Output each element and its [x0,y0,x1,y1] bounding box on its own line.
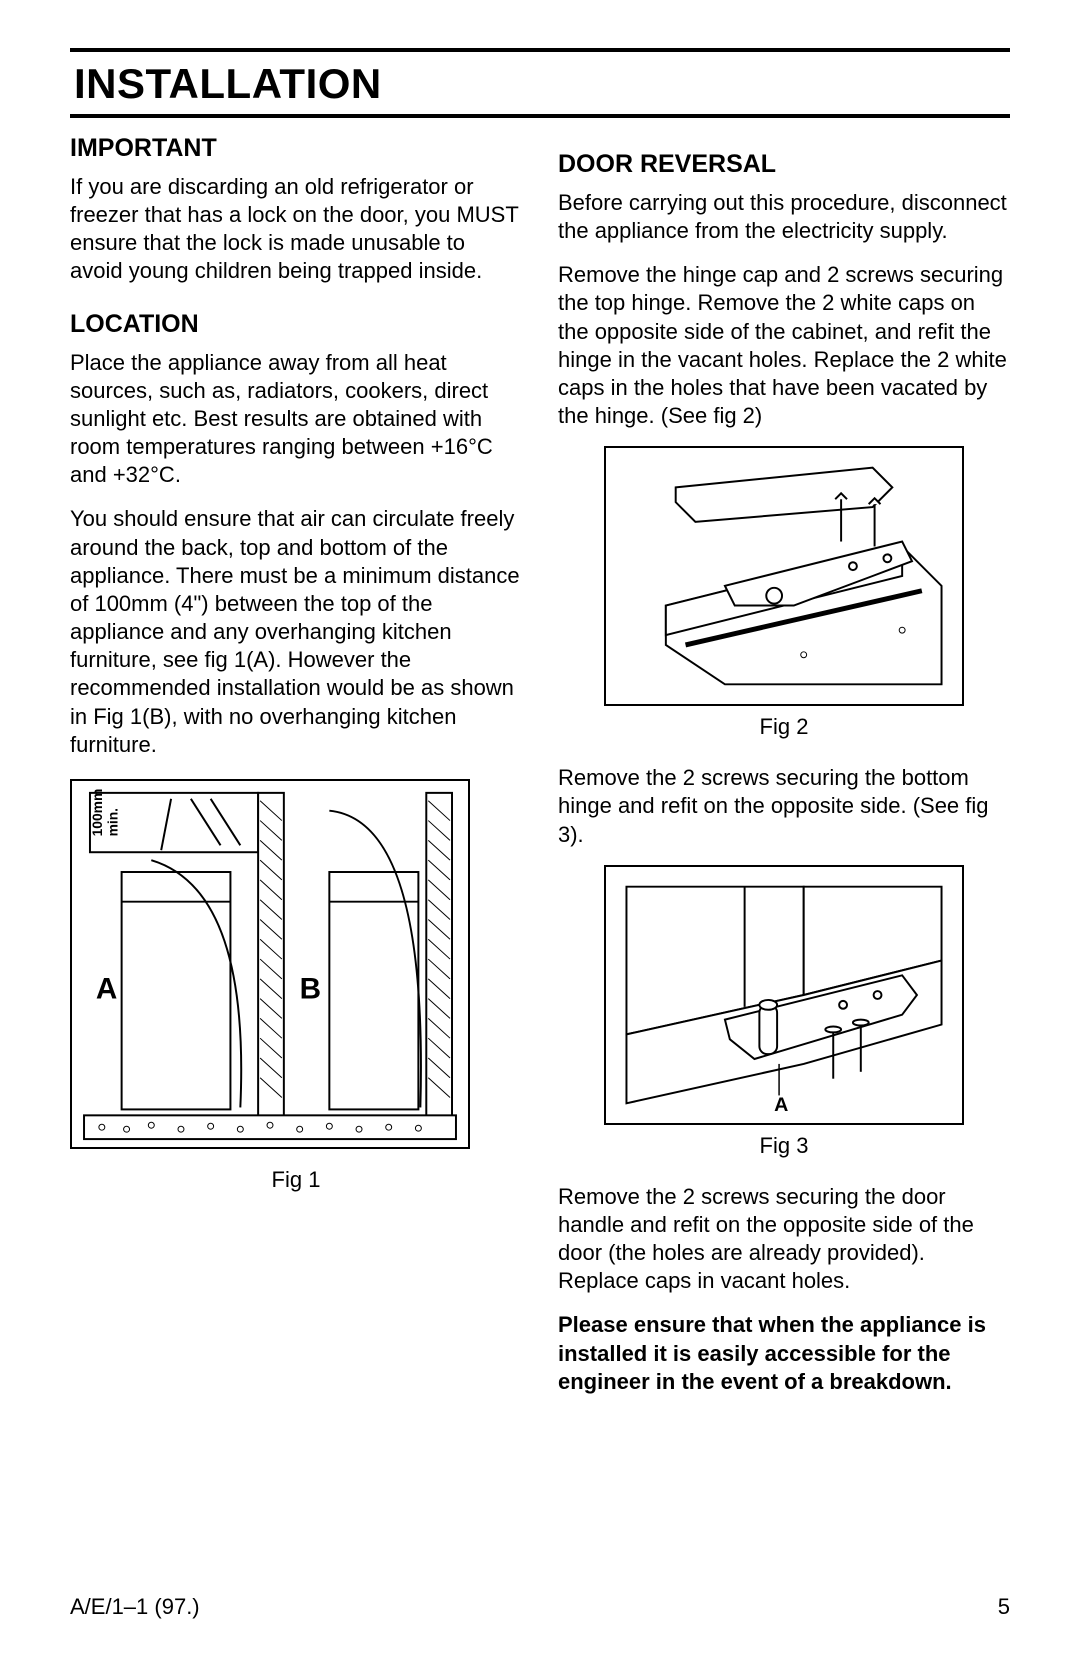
doc-footer-page: 5 [998,1594,1010,1620]
heading-important: IMPORTANT [70,134,522,163]
figure-3-caption: Fig 3 [558,1133,1010,1159]
paragraph-door-1: Before carrying out this procedure, disc… [558,189,1010,245]
page-title: INSTALLATION [74,60,1010,108]
paragraph-after-fig3: Remove the 2 screws securing the door ha… [558,1183,1010,1296]
left-column: IMPORTANT If you are discarding an old r… [70,128,522,1412]
paragraph-ensure-note: Please ensure that when the appliance is… [558,1311,1010,1395]
heading-door-reversal: DOOR REVERSAL [558,150,1010,179]
figure-1-caption: Fig 1 [70,1167,522,1193]
title-underline [70,114,1010,118]
svg-text:min.: min. [105,808,121,836]
paragraph-door-2: Remove the hinge cap and 2 screws securi… [558,261,1010,430]
heading-location: LOCATION [70,310,522,339]
figure-1: 100mm min. [70,779,470,1149]
content-columns: IMPORTANT If you are discarding an old r… [70,128,1010,1412]
svg-text:A: A [96,972,117,1005]
figure-2 [604,446,964,706]
svg-text:B: B [300,972,321,1005]
figure-2-caption: Fig 2 [558,714,1010,740]
paragraph-important: If you are discarding an old refrigerato… [70,173,522,286]
paragraph-location-2: You should ensure that air can circulate… [70,505,522,758]
right-column: DOOR REVERSAL Before carrying out this p… [558,128,1010,1412]
svg-text:100mm: 100mm [89,789,105,837]
paragraph-between-figs: Remove the 2 screws securing the bottom … [558,764,1010,848]
top-rule [70,48,1010,52]
paragraph-location-1: Place the appliance away from all heat s… [70,349,522,490]
svg-text:A: A [774,1094,788,1116]
figure-3: A [604,865,964,1125]
doc-footer-code: A/E/1–1 (97.) [70,1594,200,1620]
doc-footer: A/E/1–1 (97.) 5 [70,1594,1010,1620]
